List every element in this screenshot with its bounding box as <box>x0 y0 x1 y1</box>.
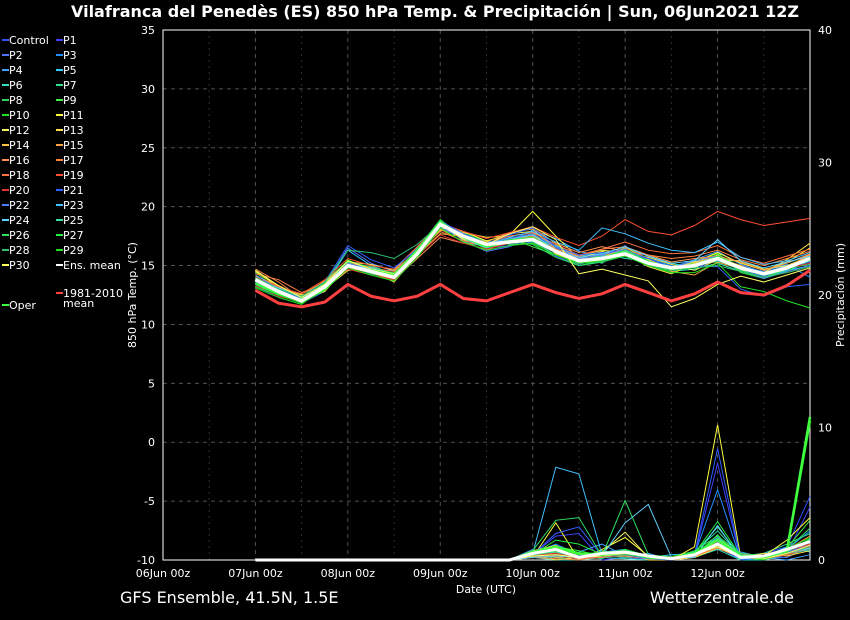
legend-label-climo: 1981-2010 <box>63 287 123 300</box>
legend: Control P1 P2 P3 P4 P5 P6 P7 P8 P9 P10 P11 P12 P13 P14… <box>2 34 123 312</box>
legend-label: Ens. mean <box>63 259 121 272</box>
legend-label: P20 <box>9 184 30 197</box>
y-tick-label: 35 <box>141 24 155 37</box>
temp-line-p28 <box>255 223 811 297</box>
y-tick-label: 20 <box>141 201 155 214</box>
grid <box>163 30 810 560</box>
legend-label: P4 <box>9 64 23 77</box>
precipitation-lines <box>255 416 812 562</box>
legend-label: P8 <box>9 94 23 107</box>
model-info: GFS Ensemble, 41.5N, 1.5E <box>120 588 339 607</box>
ens-mean-line <box>254 222 811 303</box>
x-tick-label: 12Jun 00z <box>690 567 745 580</box>
legend-label: P25 <box>63 214 84 227</box>
legend-label: P1 <box>63 34 77 47</box>
y-tick-label: -10 <box>137 554 155 567</box>
climo-mean-line <box>254 269 811 309</box>
legend-label: P5 <box>63 64 77 77</box>
legend-label: P17 <box>63 154 84 167</box>
y2-tick-label: 30 <box>818 157 832 170</box>
x-tick-label: 08Jun 00z <box>321 567 376 580</box>
y-tick-label: -5 <box>144 495 155 508</box>
legend-label: P26 <box>9 229 30 242</box>
precip-line-ens-mean <box>255 540 811 562</box>
legend-label: P13 <box>63 124 84 137</box>
y-tick-label: 25 <box>141 142 155 155</box>
legend-label: P21 <box>63 184 84 197</box>
y2-tick-label: 40 <box>818 24 832 37</box>
temp-line-p30 <box>255 224 811 308</box>
x-tick-label: 10Jun 00z <box>505 567 560 580</box>
legend-label: P6 <box>9 79 23 92</box>
y2-tick-label: 20 <box>818 289 832 302</box>
legend-label-oper: Oper <box>9 299 36 312</box>
temp-line-p11 <box>255 210 811 296</box>
legend-label: P12 <box>9 124 30 137</box>
legend-label: P22 <box>9 199 30 212</box>
legend-label: P23 <box>63 199 84 212</box>
legend-label: P9 <box>63 94 77 107</box>
y-tick-label: 15 <box>141 260 155 273</box>
x-tick-label: 11Jun 00z <box>598 567 653 580</box>
temp-line-p21 <box>255 220 811 300</box>
y2-axis-label: Precipitación (mm) <box>834 243 847 347</box>
legend-label: P3 <box>63 49 77 62</box>
x-axis-label: Date (UTC) <box>456 583 516 596</box>
temperature-lines <box>254 210 811 309</box>
legend-label: P27 <box>63 229 84 242</box>
legend-label: P2 <box>9 49 23 62</box>
x-tick-label: 09Jun 00z <box>413 567 468 580</box>
legend-label: P15 <box>63 139 84 152</box>
legend-label: P24 <box>9 214 30 227</box>
legend-label: P29 <box>63 244 84 257</box>
legend-label: P30 <box>9 259 30 272</box>
y-tick-label: 5 <box>148 377 155 390</box>
legend-label: P11 <box>63 109 84 122</box>
legend-label-climo-mean: mean <box>63 297 94 310</box>
legend-label: P10 <box>9 109 30 122</box>
legend-label: P7 <box>63 79 77 92</box>
legend-label: P16 <box>9 154 30 167</box>
legend-label: P19 <box>63 169 84 182</box>
y-tick-label: 30 <box>141 83 155 96</box>
chart-title: Vilafranca del Penedès (ES) 850 hPa Temp… <box>71 2 799 22</box>
legend-label: Control <box>9 34 49 47</box>
y2-tick-label: 0 <box>818 554 825 567</box>
legend-label: P18 <box>9 169 30 182</box>
y-tick-label: 10 <box>141 318 155 331</box>
x-tick-label: 07Jun 00z <box>228 567 283 580</box>
legend-label: P28 <box>9 244 30 257</box>
y-axis-label: 850 hPa Temp. (°C) <box>126 242 139 348</box>
y2-tick-label: 10 <box>818 422 832 435</box>
legend-label: P14 <box>9 139 30 152</box>
y-tick-label: 0 <box>148 436 155 449</box>
source-credit: Wetterzentrale.de <box>649 588 794 607</box>
x-tick-label: 06Jun 00z <box>136 567 191 580</box>
